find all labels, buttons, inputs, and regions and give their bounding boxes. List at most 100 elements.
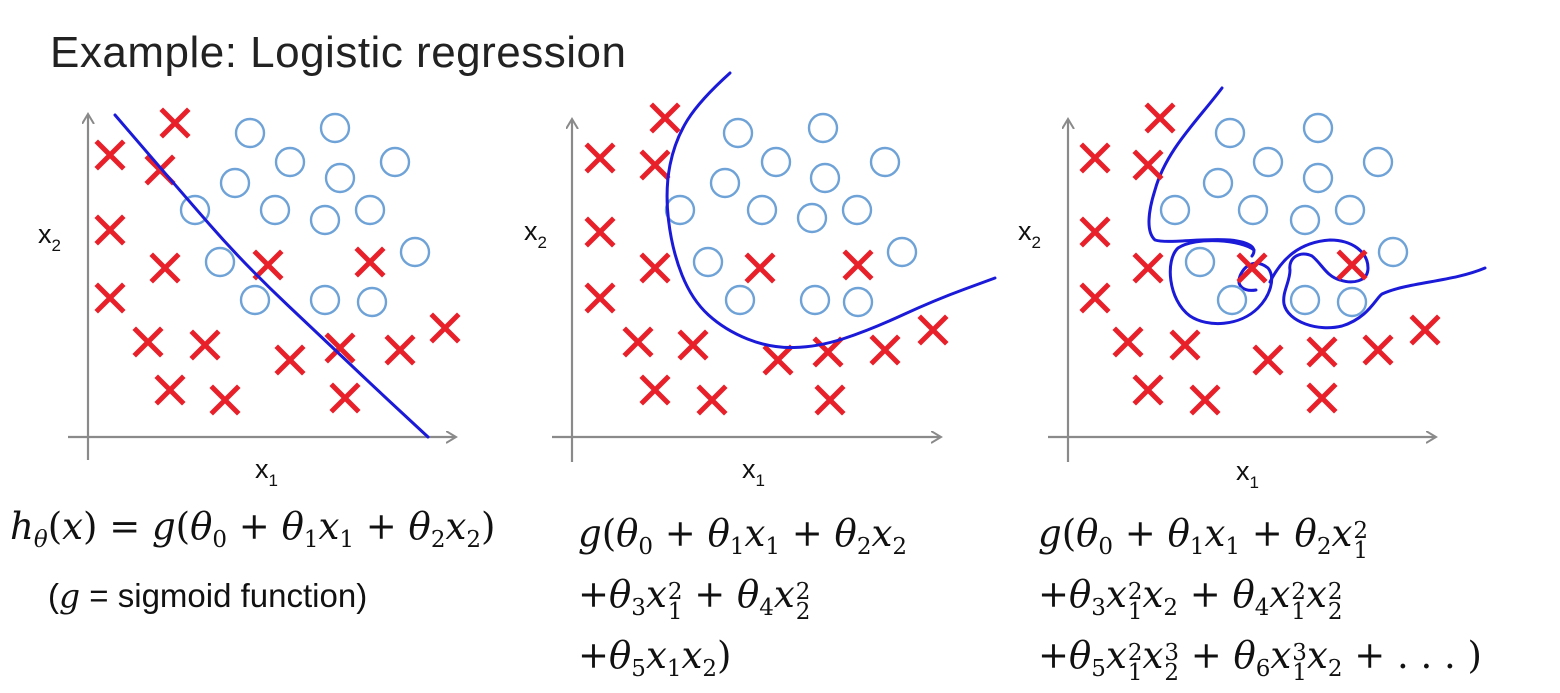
cross-marker	[209, 384, 241, 416]
circle-marker	[309, 284, 341, 316]
cross-marker	[1112, 326, 1144, 358]
circle-marker	[886, 236, 918, 268]
circle-marker	[219, 167, 251, 199]
cross-marker	[384, 334, 416, 366]
y-axis-label: x2	[38, 219, 61, 255]
cross-marker	[677, 329, 709, 361]
circle-marker	[809, 162, 841, 194]
cross-marker	[329, 382, 361, 414]
cross-marker	[1079, 142, 1111, 174]
cross-marker	[94, 282, 126, 314]
circle-marker	[239, 284, 271, 316]
decision-boundary	[665, 71, 997, 350]
circle-marker	[356, 286, 388, 318]
cross-marker	[1252, 344, 1284, 376]
circle-marker	[274, 146, 306, 178]
circle-marker	[309, 204, 341, 236]
cross-marker	[132, 326, 164, 358]
cross-marker	[1306, 336, 1338, 368]
circle-marker	[259, 194, 291, 226]
circle-marker	[234, 117, 266, 149]
circle-marker	[724, 284, 756, 316]
cross-marker	[1236, 252, 1268, 284]
sigmoid-note: (g = sigmoid function)	[48, 576, 368, 615]
circle-marker	[1184, 246, 1216, 278]
cross-marker	[94, 139, 126, 171]
formula-quadratic: g(θ0 + θ1x1 + θ2x2 +θ3x 2 1 + θ4x 2 2 +θ5x1x…	[578, 510, 907, 693]
cross-marker	[1079, 216, 1111, 248]
cross-marker	[869, 334, 901, 366]
circle-marker	[354, 194, 386, 226]
formula-quadratic-line-2: +θ3x 2 1 + θ4x 2 2	[578, 573, 811, 625]
circle-marker	[1237, 194, 1269, 226]
circle-marker	[379, 146, 411, 178]
circle-marker	[842, 286, 874, 318]
panel-high-order-axes: x2 x1	[1018, 120, 1435, 492]
circle-marker	[1362, 146, 1394, 178]
cross-marker	[639, 149, 671, 181]
formula-high-order: g(θ0 + θ1x1 + θ2x 2 1 +θ3x 2 1 x2 + θ4x 2 1 x 2 2 …	[1038, 510, 1482, 693]
circle-marker	[1216, 284, 1248, 316]
cross-marker	[1079, 282, 1111, 314]
circle-marker	[1289, 284, 1321, 316]
circle-marker	[1334, 194, 1366, 226]
cross-marker	[649, 102, 681, 134]
circle-marker	[841, 194, 873, 226]
cross-marker	[274, 344, 306, 376]
panel-quadratic-axes: x2 x1	[524, 120, 940, 490]
formula-high-order-line-2: +θ3x 2 1 x2 + θ4x 2 1 x 2 2	[1038, 573, 1343, 625]
x-axis-label: x1	[742, 454, 765, 490]
cross-marker	[189, 329, 221, 361]
circle-marker	[179, 194, 211, 226]
boundary-upper-curve	[1147, 86, 1256, 258]
cross-marker	[917, 314, 949, 346]
circle-marker	[709, 167, 741, 199]
cross-marker	[252, 249, 284, 281]
circle-marker	[1336, 286, 1368, 318]
decision-boundary	[113, 113, 430, 439]
formula-quadratic-line-3: +θ5x1x2)	[578, 634, 732, 682]
cross-marker	[696, 384, 728, 416]
circle-marker	[722, 117, 754, 149]
circle-marker	[869, 146, 901, 178]
cross-marker	[429, 312, 461, 344]
cross-marker	[1409, 314, 1441, 346]
formula-high-order-line-3: +θ5x 2 1 x 3 2 + θ6x 3 1 x2 + . . . )	[1038, 634, 1482, 686]
circle-marker	[1252, 146, 1284, 178]
circle-marker	[1289, 204, 1321, 236]
cross-marker	[814, 384, 846, 416]
cross-marker	[1362, 334, 1394, 366]
x-axis-label: x1	[255, 454, 278, 490]
panel-high-order-boundary	[1147, 86, 1487, 330]
circle-marker	[1377, 236, 1409, 268]
x-axis-label: x1	[1236, 456, 1259, 492]
circle-marker	[204, 246, 236, 278]
cross-marker	[622, 326, 654, 358]
boundary-left-loop	[1168, 239, 1274, 326]
circle-marker	[1214, 117, 1246, 149]
scatter-marks	[94, 71, 1441, 439]
cross-marker	[324, 332, 356, 364]
circle-marker	[799, 284, 831, 316]
panel-linear-points	[94, 107, 461, 439]
cross-marker	[744, 252, 776, 284]
cross-marker	[159, 107, 191, 139]
cross-marker	[1132, 374, 1164, 406]
formula-high-order-line-1: g(θ0 + θ1x1 + θ2x 2 1	[1038, 512, 1368, 564]
cross-marker	[639, 374, 671, 406]
cross-marker	[639, 252, 671, 284]
formula-quadratic-line-1: g(θ0 + θ1x1 + θ2x2	[578, 512, 907, 560]
cross-marker	[1189, 384, 1221, 416]
circle-marker	[1159, 194, 1191, 226]
slide-title: Example: Logistic regression	[50, 28, 627, 77]
cross-marker	[1132, 149, 1164, 181]
cross-marker	[762, 344, 794, 376]
cross-marker	[1144, 102, 1176, 134]
formula-linear: hθ(x) = g(θ0 + θ1x1 + θ2x2)	[10, 505, 496, 553]
cross-marker	[149, 252, 181, 284]
circle-marker	[319, 112, 351, 144]
circle-marker	[1302, 112, 1334, 144]
cross-marker	[1132, 252, 1164, 284]
circle-marker	[1302, 162, 1334, 194]
circle-marker	[760, 146, 792, 178]
